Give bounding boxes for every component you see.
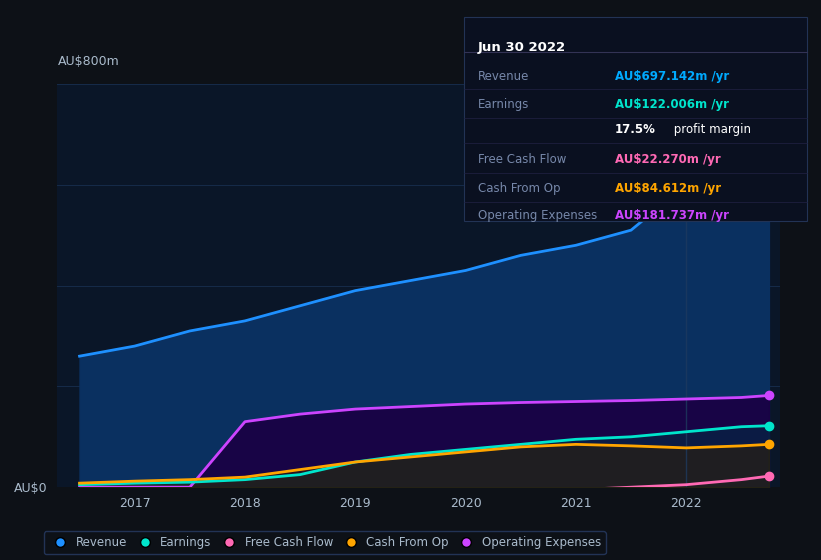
Text: Operating Expenses: Operating Expenses — [478, 208, 597, 222]
Text: 17.5%: 17.5% — [615, 123, 656, 136]
Text: AU$181.737m /yr: AU$181.737m /yr — [615, 208, 729, 222]
Text: Free Cash Flow: Free Cash Flow — [478, 153, 566, 166]
Text: AU$122.006m /yr: AU$122.006m /yr — [615, 98, 729, 111]
Legend: Revenue, Earnings, Free Cash Flow, Cash From Op, Operating Expenses: Revenue, Earnings, Free Cash Flow, Cash … — [44, 531, 606, 554]
Text: AU$84.612m /yr: AU$84.612m /yr — [615, 182, 721, 195]
Text: Jun 30 2022: Jun 30 2022 — [478, 41, 566, 54]
Text: Earnings: Earnings — [478, 98, 529, 111]
Text: Revenue: Revenue — [478, 69, 529, 82]
Text: AU$800m: AU$800m — [57, 55, 119, 68]
Text: AU$697.142m /yr: AU$697.142m /yr — [615, 69, 729, 82]
Text: AU$22.270m /yr: AU$22.270m /yr — [615, 153, 721, 166]
Text: Cash From Op: Cash From Op — [478, 182, 560, 195]
Text: profit margin: profit margin — [670, 123, 750, 136]
